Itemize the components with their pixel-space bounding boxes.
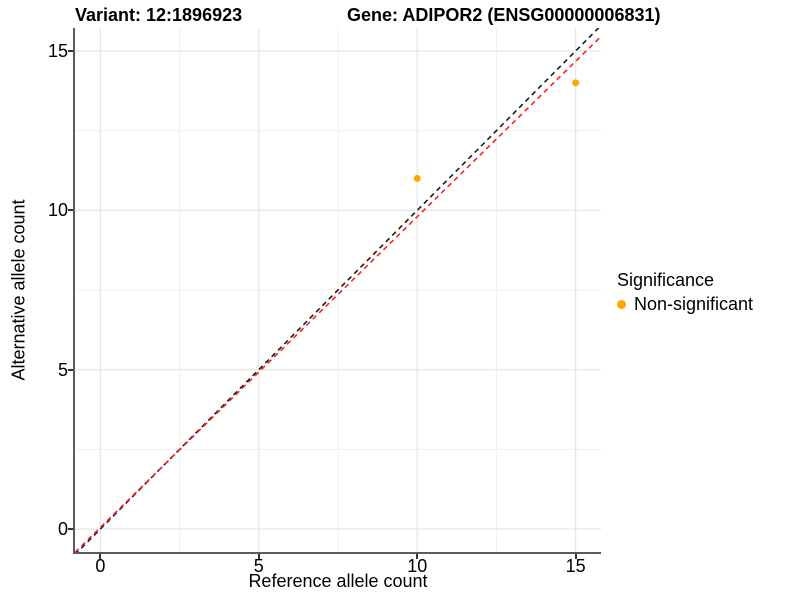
legend-item-label: Non-significant: [634, 294, 754, 314]
y-tick-label: 5: [57, 359, 68, 380]
legend-dot-icon: [617, 300, 626, 309]
x-axis-label: Reference allele count: [248, 571, 428, 591]
y-tick-mark: [68, 528, 73, 531]
x-tick-label: 15: [565, 556, 586, 576]
x-tick-mark: [257, 554, 260, 559]
fit-line: [75, 35, 601, 552]
legend-item: Non-significant: [617, 294, 753, 315]
y-tick-mark: [68, 209, 73, 212]
plot-panel: [73, 28, 601, 554]
y-tick-mark: [68, 368, 73, 371]
y-tick-label: 10: [47, 200, 68, 221]
y-axis-label: Alternative allele count: [8, 199, 29, 381]
x-tick-label: 5: [253, 556, 264, 576]
y-tick-label: 0: [57, 519, 68, 540]
x-tick-mark: [574, 554, 577, 559]
plot-canvas: [75, 28, 601, 552]
legend-title: Significance: [617, 270, 715, 290]
x-tick-mark: [99, 554, 102, 559]
legend-items: Non-significant: [617, 294, 753, 315]
data-point: [572, 79, 580, 87]
legend: Significance Non-significant: [617, 270, 753, 315]
x-tick-mark: [416, 554, 419, 559]
y-tick-mark: [68, 49, 73, 52]
variant-title: Variant: 12:1896923: [75, 5, 243, 25]
x-tick-label: 0: [95, 556, 106, 576]
data-point: [413, 174, 421, 182]
y-tick-label: 15: [47, 40, 68, 61]
identity-line: [76, 28, 600, 552]
x-tick-label: 10: [407, 556, 428, 576]
gene-title: Gene: ADIPOR2 (ENSG00000006831): [347, 5, 661, 25]
